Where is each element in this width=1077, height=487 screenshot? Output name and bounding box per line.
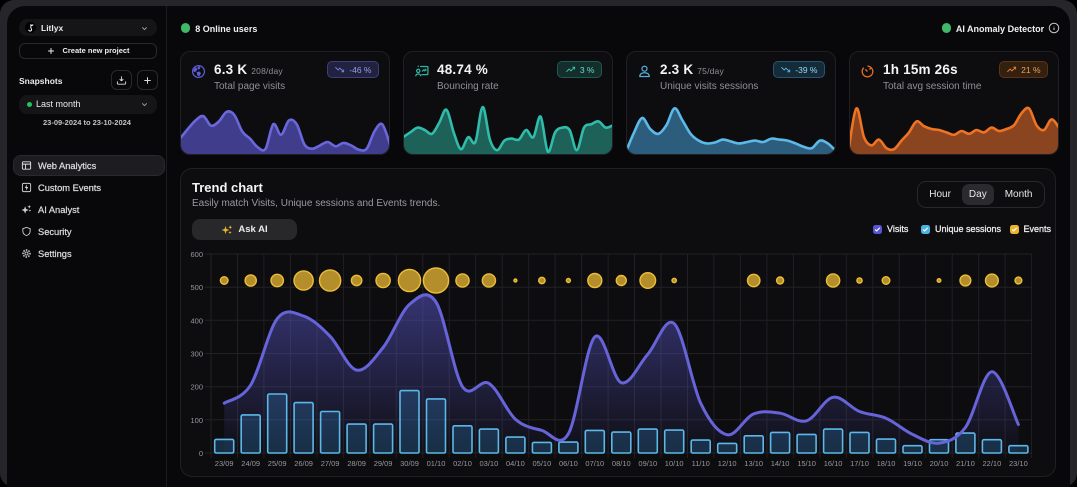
svg-text:17/10: 17/10 [850, 459, 869, 468]
svg-text:04/10: 04/10 [506, 459, 525, 468]
svg-text:11/10: 11/10 [692, 459, 710, 468]
svg-text:09/10: 09/10 [638, 459, 657, 468]
svg-text:200: 200 [190, 383, 203, 392]
svg-text:21/10: 21/10 [956, 459, 975, 468]
svg-text:13/10: 13/10 [744, 459, 763, 468]
svg-text:28/09: 28/09 [347, 459, 366, 468]
svg-text:19/10: 19/10 [903, 459, 922, 468]
svg-text:400: 400 [190, 316, 203, 325]
svg-text:24/09: 24/09 [241, 459, 260, 468]
svg-text:18/10: 18/10 [877, 459, 896, 468]
svg-text:15/10: 15/10 [797, 459, 816, 468]
svg-text:29/09: 29/09 [374, 459, 393, 468]
svg-text:06/10: 06/10 [559, 459, 578, 468]
svg-text:05/10: 05/10 [533, 459, 552, 468]
svg-text:500: 500 [190, 283, 203, 292]
svg-text:30/09: 30/09 [400, 459, 419, 468]
svg-text:100: 100 [190, 416, 203, 425]
svg-text:26/09: 26/09 [294, 459, 313, 468]
svg-text:27/09: 27/09 [321, 459, 340, 468]
svg-text:07/10: 07/10 [585, 459, 604, 468]
svg-text:02/10: 02/10 [453, 459, 472, 468]
svg-text:600: 600 [190, 250, 203, 259]
svg-text:25/09: 25/09 [268, 459, 287, 468]
svg-text:23/10: 23/10 [1009, 459, 1028, 468]
svg-text:0: 0 [199, 449, 203, 458]
svg-text:16/10: 16/10 [824, 459, 843, 468]
svg-text:03/10: 03/10 [480, 459, 499, 468]
svg-text:300: 300 [190, 350, 203, 359]
svg-text:12/10: 12/10 [718, 459, 737, 468]
svg-text:23/09: 23/09 [215, 459, 234, 468]
svg-text:08/10: 08/10 [612, 459, 631, 468]
svg-text:01/10: 01/10 [427, 459, 446, 468]
svg-text:10/10: 10/10 [665, 459, 684, 468]
svg-text:14/10: 14/10 [771, 459, 790, 468]
svg-text:20/10: 20/10 [930, 459, 949, 468]
svg-text:22/10: 22/10 [983, 459, 1002, 468]
